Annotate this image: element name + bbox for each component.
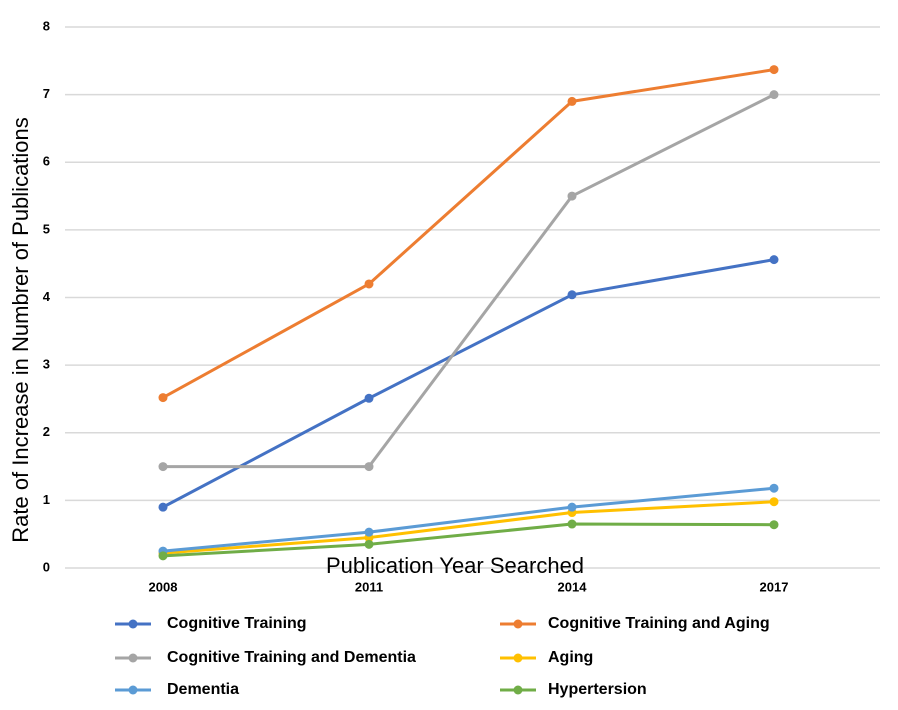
point [158, 502, 168, 512]
point [769, 90, 779, 100]
point [769, 520, 779, 530]
point [567, 290, 577, 300]
y-tick-label: 2 [43, 424, 50, 439]
point [158, 462, 168, 472]
y-tick-label: 1 [43, 492, 50, 507]
series-line [162, 522, 775, 558]
point [364, 279, 374, 289]
point [567, 519, 577, 529]
legend-marker [128, 619, 138, 629]
series-line [162, 500, 775, 555]
legend-label: Cognitive Training and Dementia [167, 649, 416, 666]
y-tick-label: 3 [43, 357, 50, 372]
legend-label: Hypertersion [548, 681, 647, 698]
legend-marker [513, 653, 523, 663]
point [769, 65, 779, 75]
series-line [162, 68, 775, 399]
y-tick-label: 8 [43, 18, 50, 33]
y-tick-label: 6 [43, 154, 50, 169]
legend-label: Cognitive Training and Aging [548, 615, 770, 632]
y-tick-label: 4 [43, 289, 51, 304]
legend-marker [513, 685, 523, 695]
series-line [163, 93, 775, 469]
point [364, 462, 374, 472]
legend-marker [128, 685, 138, 695]
legend-label: Cognitive Training [167, 615, 307, 632]
point [364, 393, 374, 403]
legend-label: Dementia [167, 681, 239, 698]
legend-marker [513, 619, 523, 629]
y-axis-title: Rate of Increase in Numbrer of Publicati… [8, 117, 33, 543]
legend-marker [128, 653, 138, 663]
point [769, 255, 779, 265]
series-line [162, 486, 775, 553]
point [158, 551, 168, 561]
x-tick-label: 2008 [149, 579, 178, 594]
point [364, 527, 374, 537]
point [769, 483, 779, 493]
point [769, 497, 779, 507]
x-axis-title: Publication Year Searched [326, 553, 584, 578]
y-tick-label: 0 [43, 559, 50, 574]
y-tick-label: 5 [43, 221, 50, 236]
y-tick-label: 7 [43, 86, 50, 101]
point [158, 393, 168, 403]
point [567, 96, 577, 106]
x-tick-label: 2011 [355, 579, 383, 594]
point [567, 191, 577, 201]
series-line [162, 258, 775, 509]
x-tick-label: 2014 [558, 579, 588, 594]
point [364, 539, 374, 549]
legend-label: Aging [548, 649, 593, 666]
point [567, 502, 577, 512]
x-tick-label: 2017 [760, 579, 789, 594]
